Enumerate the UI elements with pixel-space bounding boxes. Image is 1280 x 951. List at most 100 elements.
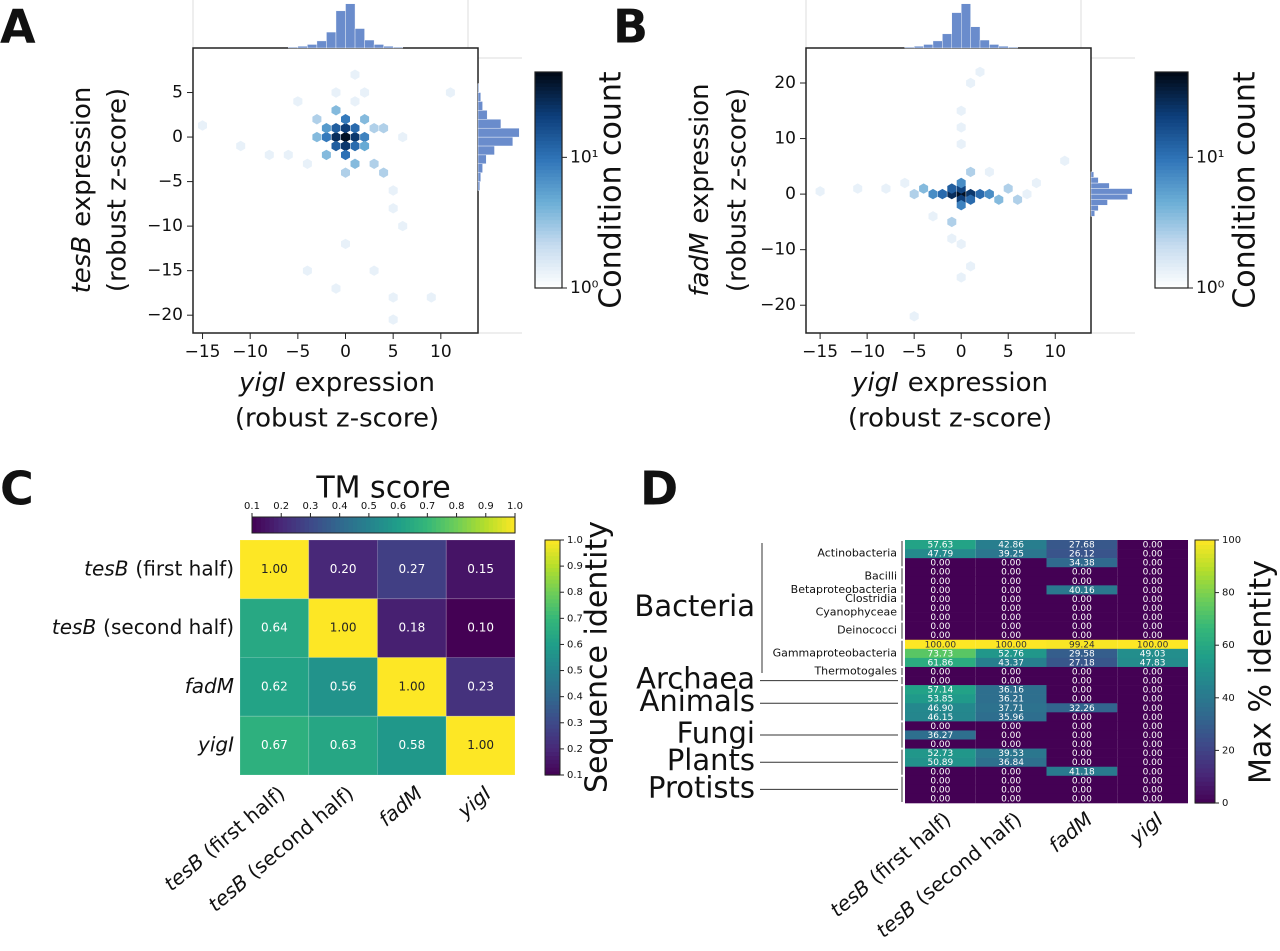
y-tick-label: −10 (760, 240, 796, 260)
heatmap-cell (975, 549, 1047, 559)
colorbar-swatch (1195, 583, 1215, 589)
colorbar-swatch (365, 517, 371, 533)
hex-cell (198, 120, 207, 131)
colorbar-swatch (545, 645, 560, 651)
hex-cell (919, 183, 929, 194)
hex-cell (966, 77, 976, 89)
heatmap-cell (1117, 739, 1188, 749)
heatmap-cell (905, 639, 976, 650)
colorbar-swatch (1155, 190, 1188, 195)
colorbar-swatch (1195, 776, 1215, 782)
colorbar-swatch (1155, 201, 1188, 206)
colorbar-swatch (545, 590, 560, 596)
heatmap-cell (905, 748, 976, 758)
colorbar-swatch (1155, 169, 1188, 174)
colorbar-swatch (545, 763, 560, 768)
colorbar-swatch (535, 183, 562, 188)
hex-cell (388, 314, 398, 325)
x-tick-label: 0 (340, 342, 351, 362)
heatmap-cell (975, 630, 1047, 641)
cell-label: 0.00 (930, 559, 950, 569)
cell-label: 0.00 (1143, 559, 1163, 569)
cell-label: 0.00 (1072, 749, 1092, 759)
cell-label: 36.16 (998, 686, 1024, 696)
category-gene: fadM (1043, 807, 1096, 857)
category-gene: tesB (159, 849, 208, 896)
hex-cell (947, 216, 957, 228)
colorbar-swatch (1155, 226, 1188, 231)
panel-letter: A (0, 0, 36, 54)
hex-cell (331, 123, 341, 134)
colorbar-tick-label: 0.4 (567, 692, 583, 703)
x-tick-label: −15 (802, 342, 838, 362)
hist-bar (477, 110, 488, 120)
colorbar-tick-label: 10¹ (570, 147, 598, 167)
colorbar-swatch (1155, 126, 1188, 131)
colorbar-swatch (1155, 162, 1188, 167)
colorbar-swatch (545, 712, 560, 717)
colorbar-swatch (1195, 728, 1215, 734)
x-axis-label: yigI expression (851, 368, 1048, 398)
heatmap-cell (239, 657, 310, 717)
heatmap-cell (1117, 558, 1188, 568)
hist-bar (297, 46, 308, 49)
cell-label: 0.00 (930, 631, 950, 641)
cell-label: 0.00 (1072, 613, 1092, 623)
heatmap-cell (975, 766, 1047, 777)
colorbar-swatch (1155, 72, 1188, 77)
colorbar-swatch (405, 517, 411, 533)
colorbar-swatch (545, 720, 560, 725)
colorbar-swatch (1155, 208, 1188, 213)
colorbar-swatch (535, 277, 562, 282)
hex-cell (815, 186, 825, 197)
colorbar-swatch (545, 700, 560, 706)
colorbar-swatch (1195, 610, 1215, 616)
category-gene: tesB (84, 556, 128, 580)
colorbar-swatch (1195, 798, 1215, 804)
hex-cell (350, 69, 360, 80)
hex-cell (379, 123, 389, 134)
cell-label: 0.00 (1143, 740, 1163, 750)
category-label: tesB (first half) (84, 556, 234, 580)
hex-cell (975, 188, 985, 200)
colorbar-swatch (1195, 561, 1215, 567)
colorbar-label: Max % identity (1244, 560, 1279, 784)
cell-label: 50.89 (927, 758, 953, 768)
heatmap-cell (905, 567, 976, 577)
hist-bar (989, 44, 1000, 49)
y-tick-label: 5 (172, 83, 183, 103)
cell-label: 0.00 (1143, 695, 1163, 705)
hex-cell (283, 149, 293, 161)
colorbar-swatch (1155, 223, 1188, 228)
category-gene: fadM (185, 673, 234, 697)
cell-label: 0.00 (1001, 677, 1021, 687)
colorbar-swatch (348, 517, 354, 533)
colorbar-swatch (1195, 614, 1215, 620)
x-tick-label: 10 (1044, 342, 1066, 362)
cell-label: 0.00 (1072, 595, 1092, 605)
colorbar-swatch (545, 626, 560, 631)
hist-bar (1090, 193, 1128, 200)
colorbar-swatch (535, 241, 562, 246)
cell-label: 41.18 (1069, 767, 1095, 777)
colorbar-swatch (304, 517, 310, 533)
cell-label: 0.00 (930, 668, 950, 678)
colorbar-swatch (1195, 732, 1215, 738)
cell-label: 0.00 (1143, 541, 1163, 551)
hex-cell (956, 200, 966, 211)
hist-bar (951, 12, 962, 49)
cell-label: 0.00 (930, 785, 950, 795)
heatmap-cell (1117, 549, 1188, 559)
heatmap-cell (975, 793, 1047, 804)
cell-label: 0.00 (1072, 668, 1092, 678)
colorbar-swatch (1155, 158, 1188, 163)
group-label: Protists (648, 770, 755, 804)
cell-label: 0.00 (1143, 704, 1163, 714)
colorbar-swatch (1195, 693, 1215, 699)
colorbar-swatch (462, 517, 468, 533)
category-label: yigI (1124, 807, 1168, 849)
colorbar-swatch (535, 72, 562, 77)
group-label: Plants (667, 743, 755, 777)
heatmap-cell (975, 739, 1047, 749)
cell-label: 0.00 (930, 776, 950, 786)
